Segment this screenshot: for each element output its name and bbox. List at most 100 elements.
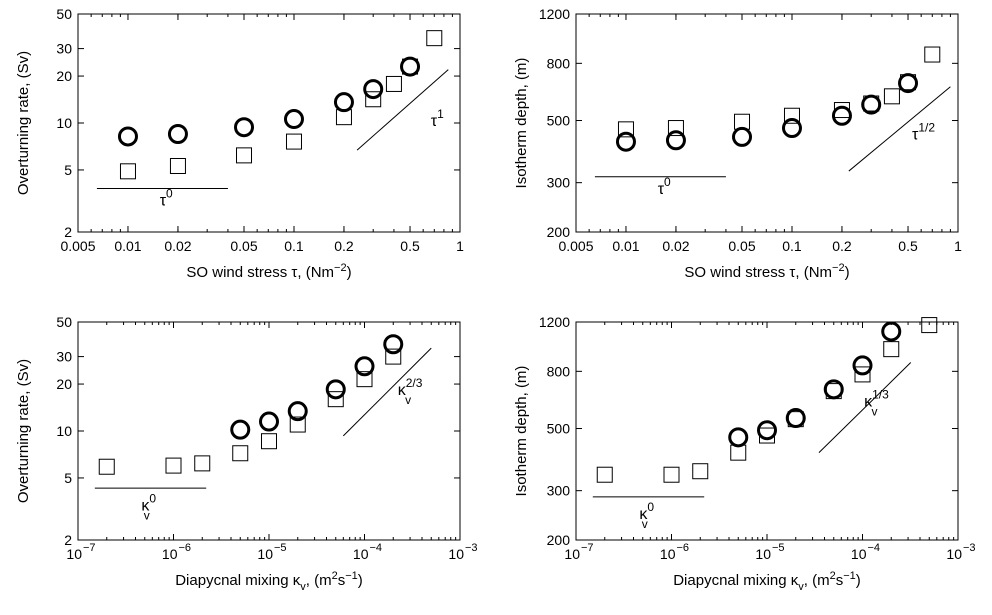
ref-label-base: τ <box>912 126 919 143</box>
data-point-square <box>98 458 115 475</box>
data-point-square <box>883 88 900 105</box>
data-point-square <box>924 46 941 63</box>
y-tick-label: 2 <box>64 532 72 548</box>
y-tick-label: 300 <box>547 483 571 499</box>
x-tick-label: 1 <box>954 238 962 254</box>
x-tick-exponent: −5 <box>772 542 785 554</box>
reference-line <box>818 362 912 454</box>
x-tick-label: 0.02 <box>164 238 191 254</box>
axes-frame <box>575 321 959 541</box>
reference-line-label: κ0 <box>141 491 156 514</box>
data-point-square <box>385 75 402 92</box>
label-text: ) <box>358 572 363 589</box>
data-point-square <box>759 427 775 444</box>
subscript: v <box>798 581 804 593</box>
ref-label-base: τ <box>160 193 167 210</box>
label-text: ) <box>347 264 352 281</box>
data-point-circle <box>898 73 919 94</box>
data-point-square <box>730 444 747 461</box>
x-tick-label: 0.005 <box>558 238 593 254</box>
label-text: s <box>836 572 844 589</box>
x-tick-exponent: −7 <box>83 542 96 554</box>
data-point-square <box>289 416 306 433</box>
reference-line-label: κ2/3 <box>398 376 423 399</box>
x-tick-exponent: −7 <box>581 542 594 554</box>
y-tick-label: 10 <box>56 423 72 439</box>
data-point-square <box>385 348 402 365</box>
x-tick-exponent: −3 <box>963 542 976 554</box>
data-point-circle <box>325 379 346 400</box>
y-tick-label: 50 <box>56 6 72 22</box>
ref-label-exponent: 1/3 <box>872 387 889 401</box>
y-tick-label: 10 <box>56 115 72 131</box>
data-point-circle <box>259 411 279 432</box>
ref-label-base: κ <box>639 506 648 523</box>
label-text: SO wind stress τ, (Nm <box>186 264 334 281</box>
superscript: −2 <box>832 262 845 274</box>
x-tick-label: 0.05 <box>230 238 257 254</box>
data-point-circle <box>333 92 354 113</box>
superscript: 2 <box>830 570 836 582</box>
data-point-square <box>596 466 613 483</box>
reference-line-label: τ0 <box>658 175 671 198</box>
data-point-square <box>119 163 136 180</box>
y-tick-label: 1200 <box>539 6 570 22</box>
data-point-circle <box>354 356 375 377</box>
data-point-square <box>667 120 684 137</box>
reference-line-label: κ0 <box>639 500 654 523</box>
x-tick-label: 0.02 <box>662 238 689 254</box>
data-point-square <box>365 91 382 108</box>
label-text: SO wind stress τ, (Nm <box>684 264 832 281</box>
data-point-circle <box>781 118 802 139</box>
x-tick-label: 10 <box>946 546 962 562</box>
label-text: ) <box>845 264 850 281</box>
x-tick-label: 10 <box>257 546 273 562</box>
panel-bottom-right: 10 −7 10 −6 10 −5 10 −4 10 −32003005008001200Diap… <box>513 314 976 593</box>
x-tick-label: 0.005 <box>60 238 95 254</box>
label-text: Isotherm depth, (m) <box>513 366 530 497</box>
label-text: s <box>338 572 346 589</box>
subscript: v <box>300 581 306 593</box>
x-tick-label: 0.2 <box>334 238 354 254</box>
x-axis-label: SO wind stress τ, (Nm−2​) <box>186 262 351 281</box>
label-text: Overturning rate, (Sv) <box>15 51 32 195</box>
ref-label-exponent: 1 <box>437 107 444 121</box>
data-point-circle <box>881 321 902 342</box>
ref-label-base: τ <box>658 181 665 198</box>
y-tick-label: 200 <box>547 532 571 548</box>
y-tick-label: 20 <box>56 68 72 84</box>
x-tick-label: 10 <box>448 546 464 562</box>
data-point-square <box>900 74 917 91</box>
data-point-square <box>854 366 871 383</box>
ref-label-subscript: v <box>144 508 150 522</box>
y-tick-label: 500 <box>547 421 571 437</box>
reference-line-label: κ1/3 <box>864 387 889 410</box>
data-point-square <box>285 133 302 150</box>
data-point-circle <box>400 56 421 77</box>
data-point-circle <box>234 117 255 138</box>
data-point-circle <box>757 420 777 441</box>
data-point-square <box>921 317 938 334</box>
ref-label-base: τ <box>431 113 438 130</box>
x-tick-label: 10 <box>851 546 867 562</box>
ref-label-exponent: 0 <box>149 491 156 505</box>
data-point-square <box>327 391 344 408</box>
data-point-circle <box>363 79 384 100</box>
label-text: , (m <box>804 572 830 589</box>
superscript: −1 <box>345 570 358 582</box>
x-tick-label: 0.01 <box>114 238 141 254</box>
x-tick-label: 10 <box>66 546 82 562</box>
reference-line <box>848 86 951 172</box>
label-text: Isotherm depth, (m) <box>513 58 530 189</box>
x-tick-label: 0.01 <box>612 238 639 254</box>
ref-label-subscript: v <box>642 517 648 531</box>
y-axis-label: Overturning rate, (Sv) <box>15 359 32 503</box>
ref-label-exponent: 2/3 <box>406 376 423 390</box>
x-tick-label: 0.5 <box>400 238 420 254</box>
data-point-square <box>236 147 253 164</box>
data-point-square <box>169 157 186 174</box>
y-axis-label: Isotherm depth, (m) <box>513 58 530 189</box>
x-tick-label: 10 <box>353 546 369 562</box>
x-tick-exponent: −6 <box>677 542 690 554</box>
